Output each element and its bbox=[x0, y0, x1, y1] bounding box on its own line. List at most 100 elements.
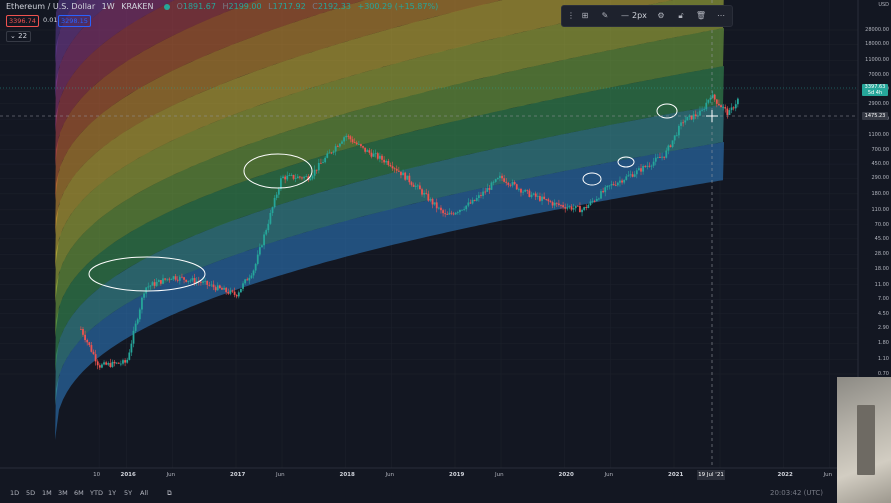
settings-icon[interactable]: ⚙ bbox=[657, 11, 665, 20]
candle-body bbox=[218, 285, 221, 289]
symbol-name[interactable]: Ethereum / U.S. Dollar bbox=[6, 2, 96, 11]
range-6m-button[interactable]: 6M bbox=[74, 489, 84, 497]
candle-body bbox=[107, 363, 110, 365]
candle-body bbox=[141, 297, 143, 310]
annotation-ellipse[interactable] bbox=[582, 172, 602, 186]
candle-body bbox=[522, 191, 524, 193]
candle-body bbox=[364, 147, 367, 152]
candle-body bbox=[429, 199, 432, 201]
candle-body bbox=[94, 354, 97, 362]
candle-body bbox=[282, 176, 284, 179]
candle-body bbox=[433, 202, 436, 205]
candle-body bbox=[298, 176, 301, 178]
price-axis-tick: 700.00 bbox=[871, 146, 890, 153]
symbol-header[interactable]: Ethereum / U.S. Dollar 1W KRAKEN O1891.6… bbox=[6, 2, 442, 11]
candle-body bbox=[181, 276, 183, 278]
annotation-ellipse[interactable] bbox=[243, 153, 313, 189]
currency-label[interactable]: USD bbox=[878, 2, 889, 8]
price-axis-tick: 28.00 bbox=[874, 251, 889, 258]
candle-body bbox=[387, 160, 390, 166]
candle-body bbox=[347, 135, 350, 137]
indicators-toggle[interactable]: ⌄ 22 bbox=[6, 31, 32, 42]
candle-body bbox=[614, 184, 617, 186]
candle-body bbox=[153, 282, 156, 286]
candle-body bbox=[646, 165, 649, 167]
candle-body bbox=[240, 288, 242, 293]
candle-body bbox=[115, 362, 118, 364]
candle-body bbox=[547, 199, 550, 202]
candle-body bbox=[267, 223, 270, 231]
range-1y-button[interactable]: 1Y bbox=[108, 489, 117, 497]
candle-body bbox=[391, 166, 394, 169]
drag-handle-icon[interactable]: ⋮ bbox=[567, 11, 575, 20]
candle-body bbox=[477, 195, 480, 199]
candle-body bbox=[416, 185, 419, 187]
candle-body bbox=[705, 102, 708, 110]
range-5y-button[interactable]: 5Y bbox=[124, 489, 133, 497]
rainbow-band bbox=[55, 0, 503, 235]
annotation-ellipse[interactable] bbox=[617, 156, 635, 168]
sell-button[interactable]: 3396.74 bbox=[6, 15, 39, 27]
candle-body bbox=[86, 340, 89, 343]
annotation-ellipse[interactable] bbox=[656, 103, 678, 119]
candle-body bbox=[88, 342, 91, 346]
candle-body bbox=[383, 159, 386, 163]
pencil-icon[interactable]: ✎ bbox=[601, 11, 609, 20]
rainbow-bands bbox=[55, 0, 724, 440]
price-axis-tick: 2900.00 bbox=[868, 100, 889, 107]
candle-body bbox=[425, 192, 428, 194]
market-status-icon bbox=[164, 3, 171, 10]
time-axis-tick: Jun bbox=[823, 472, 833, 478]
candle-body bbox=[400, 171, 402, 176]
price-axis-tick: 7000.00 bbox=[868, 72, 889, 78]
range-all-button[interactable]: All bbox=[140, 489, 149, 497]
candle-body bbox=[341, 141, 343, 144]
candle-body bbox=[635, 170, 638, 175]
candle-body bbox=[404, 172, 407, 180]
range-5d-button[interactable]: 5D bbox=[26, 489, 36, 497]
candle-body bbox=[509, 184, 512, 186]
candle-body bbox=[528, 190, 531, 197]
buy-button[interactable]: 3298.15 bbox=[58, 15, 91, 27]
candle-body bbox=[654, 157, 657, 162]
annotation-ellipses bbox=[88, 103, 678, 292]
candle-body bbox=[90, 345, 93, 352]
range-1m-button[interactable]: 1M bbox=[42, 489, 52, 497]
range-1d-button[interactable]: 1D bbox=[10, 489, 20, 497]
line-width-icon[interactable]: — bbox=[621, 11, 629, 20]
candle-body bbox=[730, 107, 733, 111]
lock-icon[interactable]: 🔓︎ bbox=[678, 11, 684, 20]
candle-body bbox=[105, 362, 108, 365]
candle-body bbox=[84, 334, 86, 341]
candle-body bbox=[431, 199, 434, 205]
candle-body bbox=[109, 363, 112, 367]
candle-body bbox=[726, 108, 729, 115]
candle-body bbox=[143, 293, 145, 298]
candle-body bbox=[501, 175, 503, 179]
crosshair-cursor-icon bbox=[706, 110, 718, 122]
candle-body bbox=[473, 199, 476, 201]
interval-label[interactable]: 1W bbox=[101, 2, 115, 11]
time-axis-tick: Jun bbox=[385, 472, 395, 478]
compare-icon[interactable]: ⧉ bbox=[167, 489, 172, 497]
candle-body bbox=[92, 351, 95, 355]
templates-icon[interactable]: ⊞ bbox=[581, 11, 589, 20]
candle-body bbox=[368, 150, 371, 153]
more-icon[interactable]: ⋯ bbox=[717, 11, 725, 20]
candle-body bbox=[585, 207, 588, 209]
spread-value: 0.01 bbox=[43, 16, 58, 24]
candle-body bbox=[362, 146, 364, 148]
annotation-ellipse[interactable] bbox=[88, 256, 206, 292]
line-width-value[interactable]: 2px bbox=[632, 11, 647, 20]
candle-body bbox=[536, 196, 539, 197]
candle-body bbox=[248, 277, 251, 281]
trash-icon[interactable]: 🗑︎ bbox=[695, 11, 707, 20]
candle-body bbox=[155, 281, 158, 286]
range-ytd-button[interactable]: YTD bbox=[90, 489, 103, 497]
candle-body bbox=[551, 202, 554, 206]
range-3m-button[interactable]: 3M bbox=[58, 489, 68, 497]
candle-body bbox=[545, 199, 548, 200]
candle-body bbox=[157, 280, 160, 282]
candle-body bbox=[162, 278, 164, 284]
